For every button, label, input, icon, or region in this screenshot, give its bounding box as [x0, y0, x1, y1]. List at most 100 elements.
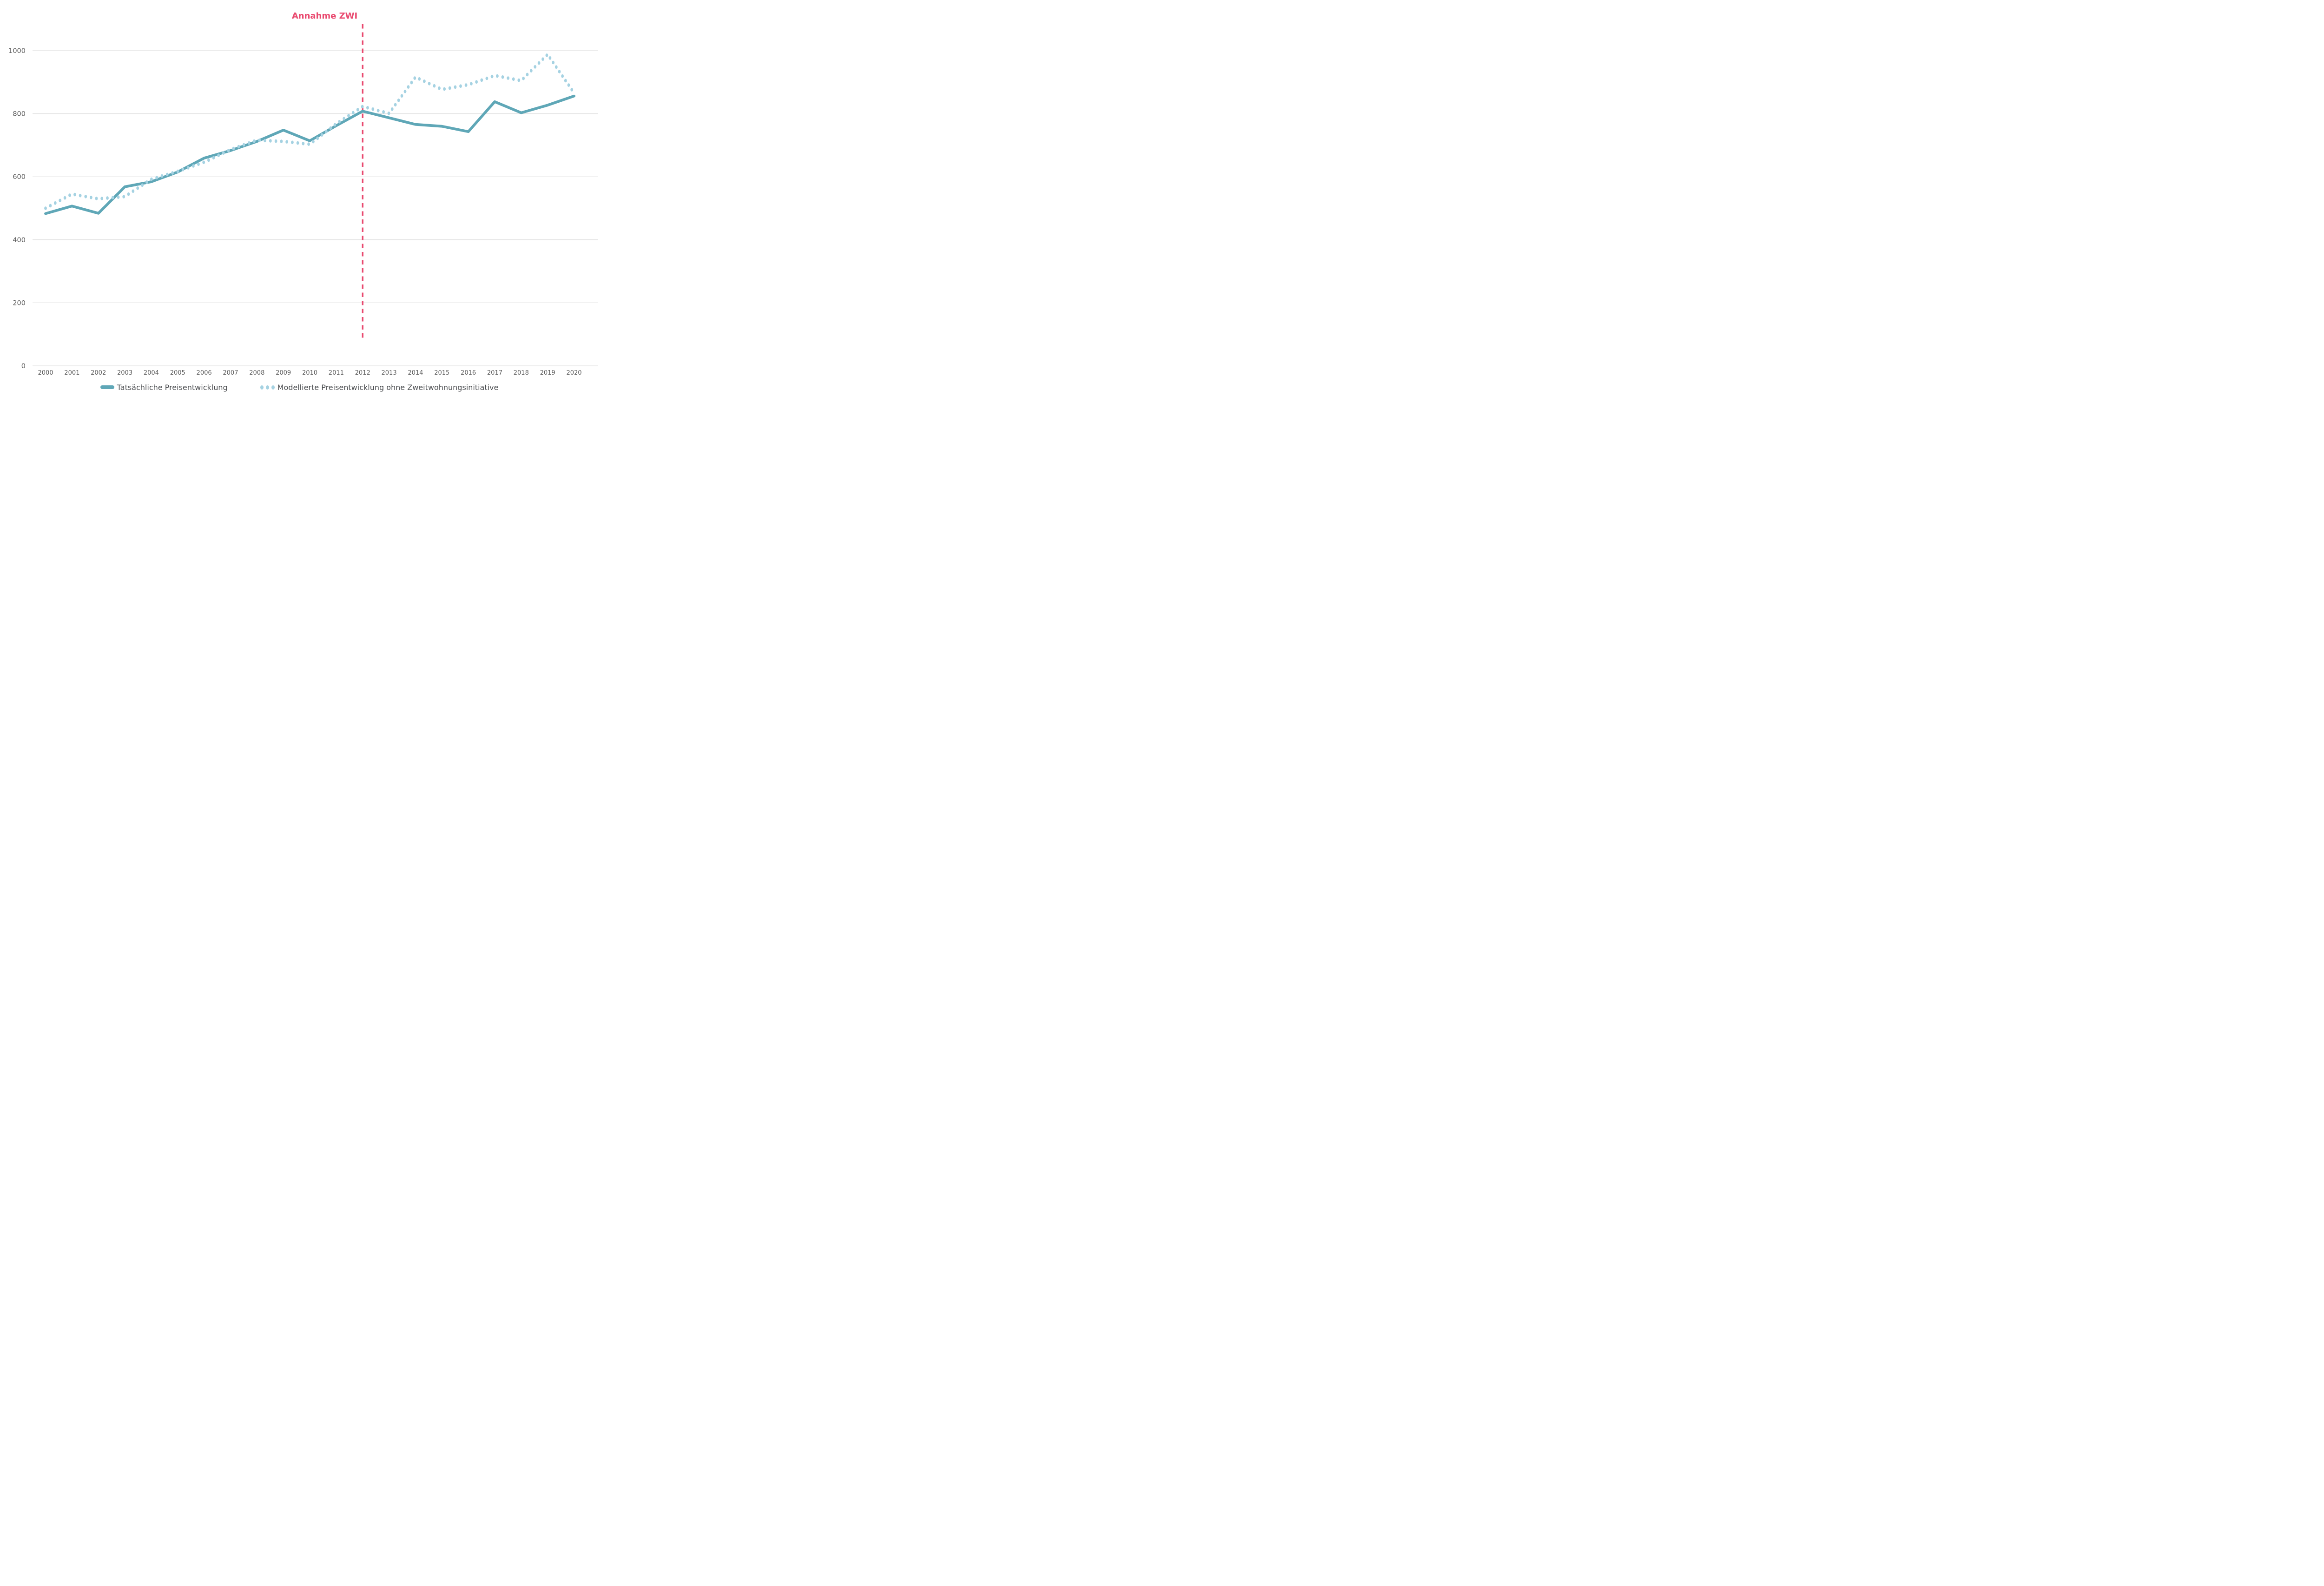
- x-tick-label-2016: 2016: [461, 370, 476, 377]
- dot: [413, 76, 416, 80]
- dot: [564, 79, 567, 83]
- dot: [132, 189, 135, 193]
- dot: [136, 186, 139, 190]
- dot: [312, 139, 315, 144]
- dot: [269, 139, 272, 143]
- legend-label-actual: Tatsächliche Preisentwicklung: [117, 383, 228, 392]
- x-tick-label-2003: 2003: [117, 370, 132, 377]
- dot: [122, 195, 125, 198]
- y-tick-label-1000: 1000: [8, 47, 26, 55]
- dot: [202, 160, 205, 165]
- dot: [561, 74, 564, 78]
- dot: [176, 169, 179, 173]
- dot: [507, 76, 509, 80]
- x-tick-label-2000: 2000: [38, 370, 53, 377]
- dot: [428, 82, 431, 86]
- y-tick-label-0: 0: [21, 363, 26, 370]
- x-tick-label-2010: 2010: [302, 370, 317, 377]
- dot: [141, 183, 144, 187]
- x-tick-label-2012: 2012: [355, 370, 370, 377]
- dot: [555, 65, 558, 69]
- annahme-zwi-title: Annahme ZWI: [292, 11, 357, 21]
- legend-item-modeled: Modellierte Preisentwicklung ohne Zweitw…: [260, 383, 498, 392]
- dot: [49, 204, 52, 208]
- dot: [197, 162, 200, 166]
- dot: [222, 151, 225, 155]
- gridlines-layer: [33, 50, 598, 366]
- dot: [212, 156, 215, 160]
- dot: [496, 74, 499, 78]
- series-layer: [44, 53, 575, 215]
- dot: [150, 177, 153, 181]
- dot: [545, 53, 548, 57]
- dot: [325, 130, 328, 133]
- dot: [227, 149, 230, 152]
- annotation-layer: Annahme ZWI: [292, 11, 363, 341]
- y-tick-label-400: 400: [13, 237, 26, 244]
- dot: [329, 126, 332, 130]
- series-dots-modellierte-preisentwicklung: [44, 53, 574, 210]
- x-tick-label-2005: 2005: [170, 370, 185, 377]
- dot: [171, 171, 174, 175]
- dot: [155, 176, 158, 179]
- dot: [490, 74, 494, 79]
- dot: [475, 80, 478, 84]
- dot: [111, 196, 114, 199]
- dot: [526, 73, 529, 77]
- dot: [438, 86, 441, 90]
- dot: [448, 86, 451, 90]
- dot: [470, 82, 473, 86]
- dot: [258, 139, 261, 142]
- dot: [418, 77, 421, 81]
- dot: [570, 88, 574, 92]
- dot: [534, 65, 537, 69]
- y-tick-label-200: 200: [13, 299, 26, 307]
- dot: [343, 117, 345, 121]
- dot: [95, 197, 98, 200]
- dot: [264, 139, 266, 143]
- x-tick-label-2001: 2001: [64, 370, 79, 377]
- dot: [407, 85, 410, 89]
- dot: [410, 80, 413, 85]
- x-tick-label-2002: 2002: [91, 370, 106, 377]
- dot: [400, 94, 403, 98]
- dot: [433, 84, 436, 88]
- dot: [394, 103, 397, 107]
- dot: [501, 75, 504, 79]
- dot: [274, 139, 277, 143]
- dot: [181, 168, 185, 172]
- dot: [73, 192, 76, 197]
- dot: [522, 76, 525, 80]
- dot: [552, 60, 555, 65]
- x-tick-label-2018: 2018: [514, 370, 529, 377]
- dot: [464, 83, 468, 87]
- dot: [242, 143, 245, 147]
- chart-legend: Tatsächliche Preisentwicklung Modelliert…: [0, 378, 599, 396]
- x-axis-tick-labels: 2000 2001 2002 2003 2004 2005 2006 2007 2008 2009…: [38, 370, 581, 377]
- dot: [529, 69, 533, 73]
- dot: [84, 195, 87, 198]
- dot: [517, 78, 521, 82]
- dot: [106, 196, 109, 200]
- dot: [280, 139, 283, 143]
- x-tick-label-2017: 2017: [487, 370, 502, 377]
- dotted-line-swatch-icon: [260, 385, 275, 390]
- dot: [302, 142, 305, 145]
- dot: [100, 197, 104, 200]
- dot: [390, 107, 394, 111]
- dot: [338, 120, 341, 124]
- dot: [333, 123, 337, 127]
- dot: [90, 196, 92, 199]
- legend-item-actual: Tatsächliche Preisentwicklung: [100, 383, 228, 392]
- x-tick-label-2008: 2008: [249, 370, 264, 377]
- dot: [397, 99, 400, 102]
- dot: [117, 195, 120, 199]
- dot: [361, 105, 364, 109]
- dot: [558, 70, 561, 73]
- dot: [296, 141, 299, 145]
- dot: [53, 201, 57, 205]
- x-tick-label-2006: 2006: [197, 370, 212, 377]
- dot: [192, 164, 195, 168]
- dot: [320, 133, 324, 137]
